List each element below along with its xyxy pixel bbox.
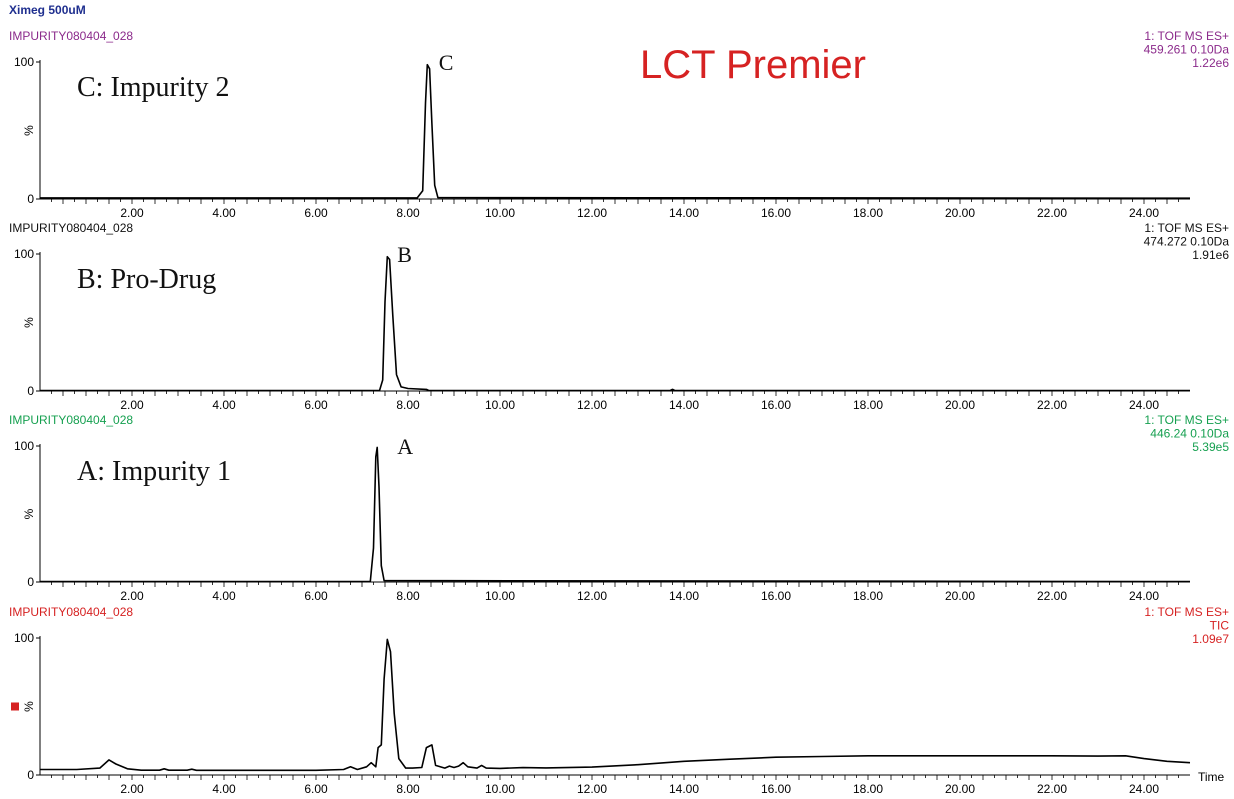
x-tick-label: 8.00 xyxy=(396,782,420,796)
y-tick-label: 0 xyxy=(27,384,34,398)
panel-info-line: 1: TOF MS ES+ xyxy=(1144,605,1229,619)
chromatogram-panel-1: IMPURITY080404_028 1: TOF MS ES+459.261 0… xyxy=(9,29,1229,220)
peak-label: B xyxy=(397,242,412,267)
y-axis-label: % xyxy=(22,701,36,712)
panel-info-line: 1.09e7 xyxy=(1192,632,1229,646)
chromatogram-panel-2: IMPURITY080404_028 1: TOF MS ES+474.272 0… xyxy=(9,221,1229,412)
x-tick-label: 20.00 xyxy=(945,206,975,220)
x-tick-label: 14.00 xyxy=(669,782,699,796)
x-tick-label: 22.00 xyxy=(1037,782,1067,796)
x-tick-label: 2.00 xyxy=(120,782,144,796)
compound-annotation: A: Impurity 1 xyxy=(77,456,231,487)
panel-file-label: IMPURITY080404_028 xyxy=(9,413,133,427)
x-tick-label: 8.00 xyxy=(396,398,420,412)
sample-name: Ximeg 500uM xyxy=(9,3,86,17)
x-tick-label: 4.00 xyxy=(212,206,236,220)
x-tick-label: 18.00 xyxy=(853,589,883,603)
x-tick-label: 24.00 xyxy=(1129,782,1159,796)
trace-line xyxy=(40,255,1191,392)
y-tick-label: 0 xyxy=(27,192,34,206)
panel-info-line: 1.22e6 xyxy=(1192,56,1229,70)
panel-info-line: 1: TOF MS ES+ xyxy=(1144,221,1229,235)
x-tick-label: 14.00 xyxy=(669,206,699,220)
x-axis-label: Time xyxy=(1198,770,1225,784)
y-axis-label: % xyxy=(22,317,36,328)
x-tick-label: 6.00 xyxy=(304,206,328,220)
panel-file-label: IMPURITY080404_028 xyxy=(9,605,133,619)
compound-annotation: B: Pro-Drug xyxy=(77,264,216,295)
x-tick-label: 16.00 xyxy=(761,589,791,603)
compound-annotation: C: Impurity 2 xyxy=(77,72,229,103)
y-axis-label: % xyxy=(22,125,36,136)
chromatogram-panel-3: IMPURITY080404_028 1: TOF MS ES+446.24 0.… xyxy=(9,413,1229,603)
x-tick-label: 14.00 xyxy=(669,398,699,412)
x-tick-label: 20.00 xyxy=(945,589,975,603)
x-tick-label: 6.00 xyxy=(304,782,328,796)
trace-marker-icon xyxy=(11,702,19,711)
x-tick-label: 6.00 xyxy=(304,398,328,412)
x-tick-label: 24.00 xyxy=(1129,206,1159,220)
x-tick-label: 12.00 xyxy=(577,206,607,220)
x-tick-label: 12.00 xyxy=(577,782,607,796)
panel-info-line: 446.24 0.10Da xyxy=(1150,427,1229,441)
panel-file-label: IMPURITY080404_028 xyxy=(9,29,133,43)
x-tick-label: 14.00 xyxy=(669,589,699,603)
x-tick-label: 12.00 xyxy=(577,398,607,412)
x-tick-label: 24.00 xyxy=(1129,398,1159,412)
x-tick-label: 4.00 xyxy=(212,398,236,412)
x-tick-label: 10.00 xyxy=(485,782,515,796)
chromatogram-panel-4: IMPURITY080404_028 1: TOF MS ES+TIC1.09e7… xyxy=(9,605,1229,796)
x-tick-label: 16.00 xyxy=(761,398,791,412)
x-tick-label: 16.00 xyxy=(761,206,791,220)
panel-info-line: 474.272 0.10Da xyxy=(1144,235,1230,249)
peak-label: C xyxy=(439,50,454,75)
x-tick-label: 2.00 xyxy=(120,206,144,220)
x-tick-label: 16.00 xyxy=(761,782,791,796)
y-tick-label: 100 xyxy=(14,247,34,261)
trace-line xyxy=(40,446,1191,583)
x-tick-label: 8.00 xyxy=(396,206,420,220)
x-tick-label: 22.00 xyxy=(1037,589,1067,603)
instrument-brand: LCT Premier xyxy=(640,43,866,87)
y-tick-label: 100 xyxy=(14,631,34,645)
x-tick-label: 24.00 xyxy=(1129,589,1159,603)
y-tick-label: 100 xyxy=(14,439,34,453)
x-tick-label: 2.00 xyxy=(120,589,144,603)
panel-info-line: 1.91e6 xyxy=(1192,248,1229,262)
trace-line xyxy=(40,63,1191,199)
x-tick-label: 10.00 xyxy=(485,206,515,220)
x-tick-label: 4.00 xyxy=(212,782,236,796)
x-tick-label: 4.00 xyxy=(212,589,236,603)
panel-info-line: 5.39e5 xyxy=(1192,440,1229,454)
y-axis-label: % xyxy=(22,508,36,519)
panel-info-line: 1: TOF MS ES+ xyxy=(1144,413,1229,427)
x-tick-label: 2.00 xyxy=(120,398,144,412)
x-tick-label: 18.00 xyxy=(853,206,883,220)
x-tick-label: 18.00 xyxy=(853,398,883,412)
panel-info-line: 459.261 0.10Da xyxy=(1144,43,1230,57)
panel-info-line: 1: TOF MS ES+ xyxy=(1144,29,1229,43)
y-tick-label: 0 xyxy=(27,768,34,782)
y-tick-label: 0 xyxy=(27,575,34,589)
panel-info-line: TIC xyxy=(1210,619,1230,633)
x-tick-label: 22.00 xyxy=(1037,206,1067,220)
x-tick-label: 18.00 xyxy=(853,782,883,796)
x-tick-label: 10.00 xyxy=(485,398,515,412)
chromatogram-panels: IMPURITY080404_028 1: TOF MS ES+459.261 0… xyxy=(9,29,1229,796)
x-tick-label: 20.00 xyxy=(945,398,975,412)
peak-label: A xyxy=(397,434,413,459)
panel-file-label: IMPURITY080404_028 xyxy=(9,221,133,235)
x-tick-label: 12.00 xyxy=(577,589,607,603)
x-tick-label: 10.00 xyxy=(485,589,515,603)
x-tick-label: 22.00 xyxy=(1037,398,1067,412)
y-tick-label: 100 xyxy=(14,55,34,69)
trace-line xyxy=(40,638,1191,772)
x-tick-label: 20.00 xyxy=(945,782,975,796)
x-tick-label: 8.00 xyxy=(396,589,420,603)
x-tick-label: 6.00 xyxy=(304,589,328,603)
